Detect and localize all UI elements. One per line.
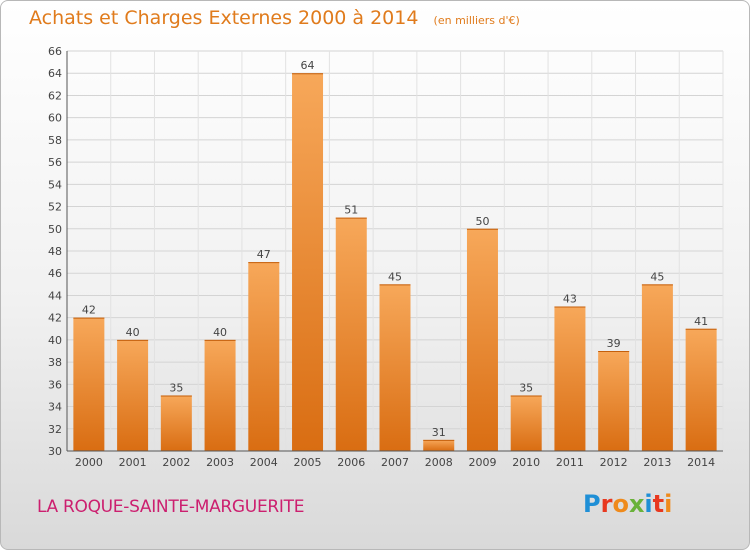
logo-letter: r bbox=[600, 490, 613, 518]
bar bbox=[379, 284, 411, 451]
x-tick-label: 2004 bbox=[250, 456, 278, 469]
bar bbox=[598, 351, 630, 451]
y-tick-label: 64 bbox=[48, 67, 62, 80]
x-tick-label: 2000 bbox=[75, 456, 103, 469]
data-label: 47 bbox=[257, 248, 271, 261]
x-tick-label: 2006 bbox=[337, 456, 365, 469]
y-tick-label: 66 bbox=[48, 45, 62, 58]
y-tick-label: 48 bbox=[48, 245, 62, 258]
logo-letter: i bbox=[644, 490, 653, 518]
bar bbox=[423, 439, 455, 451]
bar bbox=[335, 217, 367, 451]
y-tick-label: 54 bbox=[48, 178, 62, 191]
x-tick-label: 2014 bbox=[687, 456, 715, 469]
data-label: 40 bbox=[126, 326, 140, 339]
y-tick-label: 30 bbox=[48, 445, 62, 458]
bar bbox=[554, 306, 586, 451]
bar bbox=[204, 339, 236, 451]
data-label: 64 bbox=[301, 59, 315, 72]
y-tick-label: 42 bbox=[48, 312, 62, 325]
bar bbox=[466, 228, 498, 451]
bar bbox=[510, 395, 542, 451]
y-tick-label: 58 bbox=[48, 134, 62, 147]
logo-letter: P bbox=[583, 490, 601, 518]
y-tick-label: 36 bbox=[48, 378, 62, 391]
y-tick-label: 52 bbox=[48, 201, 62, 214]
x-tick-label: 2008 bbox=[425, 456, 453, 469]
y-tick-label: 46 bbox=[48, 267, 62, 280]
x-tick-label: 2009 bbox=[468, 456, 496, 469]
bar bbox=[117, 339, 149, 451]
data-label: 45 bbox=[388, 270, 402, 283]
data-label: 31 bbox=[432, 426, 446, 439]
x-tick-label: 2002 bbox=[162, 456, 190, 469]
y-tick-label: 32 bbox=[48, 423, 62, 436]
bars bbox=[73, 73, 717, 451]
x-tick-label: 2007 bbox=[381, 456, 409, 469]
x-tick-label: 2003 bbox=[206, 456, 234, 469]
logo-letter: t bbox=[652, 490, 665, 518]
y-tick-label: 50 bbox=[48, 223, 62, 236]
bar bbox=[641, 284, 673, 451]
bar bbox=[685, 328, 717, 451]
axes: 30 32 34 36 38 40 42 44 46 48 50 52 54 56 58 60 62 64 66 20… bbox=[48, 45, 723, 469]
chart-title: Achats et Charges Externes 2000 à 2014 bbox=[29, 7, 419, 29]
data-label: 42 bbox=[82, 304, 96, 317]
y-tick-label: 62 bbox=[48, 89, 62, 102]
logo-letter: x bbox=[628, 490, 645, 518]
data-labels: 42 40 35 40 47 64 51 45 31 50 35 43 39 45 41 bbox=[82, 59, 708, 439]
x-tick-label: 2005 bbox=[294, 456, 322, 469]
y-tick-label: 60 bbox=[48, 112, 62, 125]
proxiti-logo: Proxiti bbox=[583, 490, 672, 518]
y-tick-label: 56 bbox=[48, 156, 62, 169]
bar bbox=[248, 262, 280, 451]
data-label: 41 bbox=[694, 315, 708, 328]
place-name: LA ROQUE-SAINTE-MARGUERITE bbox=[37, 497, 305, 517]
data-label: 40 bbox=[213, 326, 227, 339]
y-tick-label: 44 bbox=[48, 289, 62, 302]
x-tick-label: 2012 bbox=[600, 456, 628, 469]
data-label: 43 bbox=[563, 293, 577, 306]
data-label: 35 bbox=[169, 381, 183, 394]
bar bbox=[160, 395, 192, 451]
y-tick-label: 38 bbox=[48, 356, 62, 369]
x-tick-label: 2010 bbox=[512, 456, 540, 469]
y-tick-label: 40 bbox=[48, 334, 62, 347]
logo-letter: o bbox=[612, 490, 629, 518]
x-tick-label: 2013 bbox=[643, 456, 671, 469]
logo-letter: i bbox=[664, 490, 673, 518]
data-label: 35 bbox=[519, 381, 533, 394]
data-label: 45 bbox=[650, 270, 664, 283]
bar bbox=[292, 73, 324, 451]
y-tick-label: 34 bbox=[48, 401, 62, 414]
x-tick-label: 2011 bbox=[556, 456, 584, 469]
data-label: 51 bbox=[344, 204, 358, 217]
unit-note: (en milliers d'€) bbox=[433, 14, 520, 27]
data-label: 50 bbox=[475, 215, 489, 228]
x-tick-label: 2001 bbox=[119, 456, 147, 469]
data-label: 39 bbox=[607, 337, 621, 350]
title-row: Achats et Charges Externes 2000 à 2014 (… bbox=[29, 7, 520, 29]
bar bbox=[73, 317, 105, 451]
